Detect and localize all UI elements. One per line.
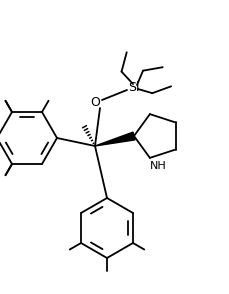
Polygon shape bbox=[95, 132, 134, 146]
Text: Si: Si bbox=[128, 81, 139, 93]
Text: O: O bbox=[90, 96, 100, 109]
Text: NH: NH bbox=[149, 161, 166, 171]
